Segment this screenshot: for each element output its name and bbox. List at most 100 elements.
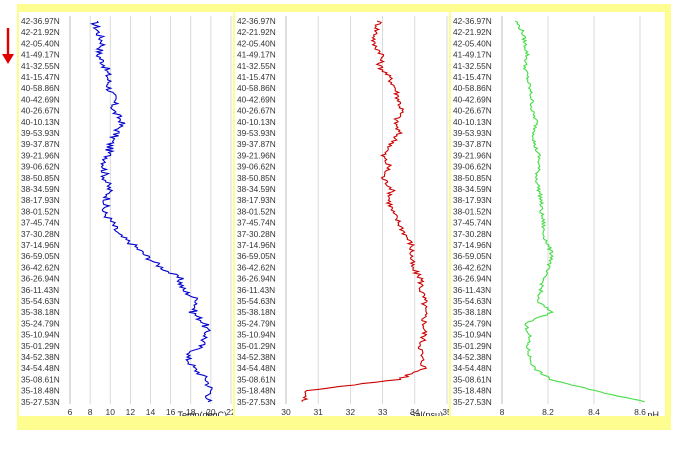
y-tick-label: 38-17.93N: [237, 195, 276, 205]
x-tick-label: 8: [500, 407, 505, 416]
y-tick-label: 37-30.28N: [453, 229, 492, 239]
x-tick-label: 30: [281, 407, 291, 416]
y-tick-label: 35-01.29N: [237, 341, 276, 351]
y-tick-label: 35-27.53N: [21, 397, 60, 407]
x-tick-label: 6: [68, 407, 73, 416]
x-tick-label: 10: [106, 407, 116, 416]
x-tick-label: 20: [206, 407, 216, 416]
x-tick-label: 18: [186, 407, 196, 416]
down-arrow-icon: [2, 28, 14, 64]
y-tick-label: 40-58.86N: [453, 83, 492, 93]
x-tick-label: 14: [146, 407, 156, 416]
y-tick-label: 40-26.67N: [453, 106, 492, 116]
y-tick-label: 42-05.40N: [453, 38, 492, 48]
y-tick-label: 35-24.79N: [453, 318, 492, 328]
y-tick-label: 39-06.62N: [453, 162, 492, 172]
y-tick-label: 37-14.96N: [453, 240, 492, 250]
y-tick-label: 39-06.62N: [21, 162, 60, 172]
y-tick-label: 41-49.17N: [453, 50, 492, 60]
y-tick-label: 42-21.92N: [21, 27, 60, 37]
series-line: [515, 20, 645, 403]
y-tick-label: 36-26.94N: [453, 274, 492, 284]
y-tick-label: 39-21.96N: [453, 150, 492, 160]
y-tick-label: 35-10.94N: [21, 330, 60, 340]
y-tick-label: 38-01.52N: [237, 206, 276, 216]
x-axis-label: pH: [647, 410, 659, 416]
y-tick-label: 39-53.93N: [237, 128, 276, 138]
y-tick-label: 39-21.96N: [21, 150, 60, 160]
y-tick-label: 37-30.28N: [237, 229, 276, 239]
y-tick-label: 42-21.92N: [237, 27, 276, 37]
y-tick-label: 35-38.18N: [21, 307, 60, 317]
y-tick-label: 37-14.96N: [21, 240, 60, 250]
y-tick-label: 41-32.55N: [237, 61, 276, 71]
y-tick-label: 37-45.74N: [237, 218, 276, 228]
y-tick-label: 38-01.52N: [453, 206, 492, 216]
y-tick-label: 36-11.43N: [453, 285, 491, 295]
y-tick-label: 39-37.87N: [453, 139, 492, 149]
y-tick-label: 37-14.96N: [237, 240, 276, 250]
y-tick-label: 35-10.94N: [237, 330, 276, 340]
x-tick-label: 35: [442, 407, 449, 416]
y-tick-label: 40-42.69N: [237, 94, 276, 104]
y-tick-label: 41-15.47N: [21, 72, 60, 82]
x-tick-label: 8.4: [588, 407, 600, 416]
y-tick-label: 35-54.63N: [21, 296, 60, 306]
y-tick-label: 36-42.62N: [237, 262, 276, 272]
y-tick-label: 40-10.13N: [237, 117, 276, 127]
x-tick-label: 33: [378, 407, 388, 416]
y-tick-label: 34-54.48N: [21, 363, 60, 373]
y-tick-label: 35-18.48N: [453, 386, 492, 396]
y-tick-label: 37-45.74N: [21, 218, 60, 228]
series-line: [89, 20, 213, 403]
series-line: [301, 20, 429, 402]
y-tick-label: 38-34.59N: [21, 184, 60, 194]
y-tick-label: 35-27.53N: [453, 397, 492, 407]
x-tick-label: 8.2: [542, 407, 554, 416]
salinity-panel: 42-36.97N 42-21.92N 42-05.40N 41-49.17N 41-3…: [235, 12, 449, 416]
y-tick-label: 42-36.97N: [453, 16, 492, 26]
y-tick-label: 35-01.29N: [21, 341, 60, 351]
y-tick-label: 42-05.40N: [21, 38, 60, 48]
y-tick-label: 38-34.59N: [453, 184, 492, 194]
y-tick-label: 37-30.28N: [21, 229, 60, 239]
y-tick-label: 34-54.48N: [453, 363, 492, 373]
y-tick-label: 40-26.67N: [237, 106, 276, 116]
x-tick-label: 12: [126, 407, 136, 416]
y-tick-label: 41-32.55N: [21, 61, 60, 71]
y-tick-label: 34-52.38N: [237, 352, 276, 362]
y-tick-label: 41-32.55N: [453, 61, 492, 71]
y-tick-label: 38-01.52N: [21, 206, 60, 216]
y-tick-label: 35-10.94N: [453, 330, 492, 340]
y-tick-label: 39-37.87N: [237, 139, 276, 149]
y-tick-label: 42-36.97N: [237, 16, 276, 26]
y-tick-label: 38-50.85N: [21, 173, 60, 183]
y-tick-label: 35-08.61N: [237, 374, 276, 384]
y-tick-label: 41-49.17N: [237, 50, 276, 60]
y-tick-label: 35-18.48N: [237, 386, 276, 396]
y-tick-label: 35-27.53N: [237, 397, 276, 407]
x-axis-label: Sal(psu): [409, 410, 443, 416]
y-tick-label: 38-50.85N: [453, 173, 492, 183]
x-tick-label: 31: [313, 407, 323, 416]
y-tick-label: 38-34.59N: [237, 184, 276, 194]
y-tick-label: 38-50.85N: [237, 173, 276, 183]
y-tick-label: 38-17.93N: [453, 195, 492, 205]
y-tick-label: 41-15.47N: [453, 72, 492, 82]
y-tick-label: 42-05.40N: [237, 38, 276, 48]
y-tick-label: 36-42.62N: [21, 262, 60, 272]
chart-frame: 42-36.97N 42-21.92N 42-05.40N 41-49.17N 41-3…: [17, 4, 671, 430]
y-tick-label: 39-06.62N: [237, 162, 276, 172]
y-tick-label: 36-59.05N: [453, 251, 492, 261]
y-tick-label: 37-45.74N: [453, 218, 492, 228]
y-tick-label: 35-38.18N: [453, 307, 492, 317]
x-tick-label: 32: [346, 407, 356, 416]
x-tick-label: 8: [88, 407, 93, 416]
y-tick-label: 39-53.93N: [21, 128, 60, 138]
y-tick-label: 34-54.48N: [237, 363, 276, 373]
y-tick-label: 35-54.63N: [237, 296, 276, 306]
y-tick-label: 41-49.17N: [21, 50, 60, 60]
y-tick-label: 36-59.05N: [237, 251, 276, 261]
